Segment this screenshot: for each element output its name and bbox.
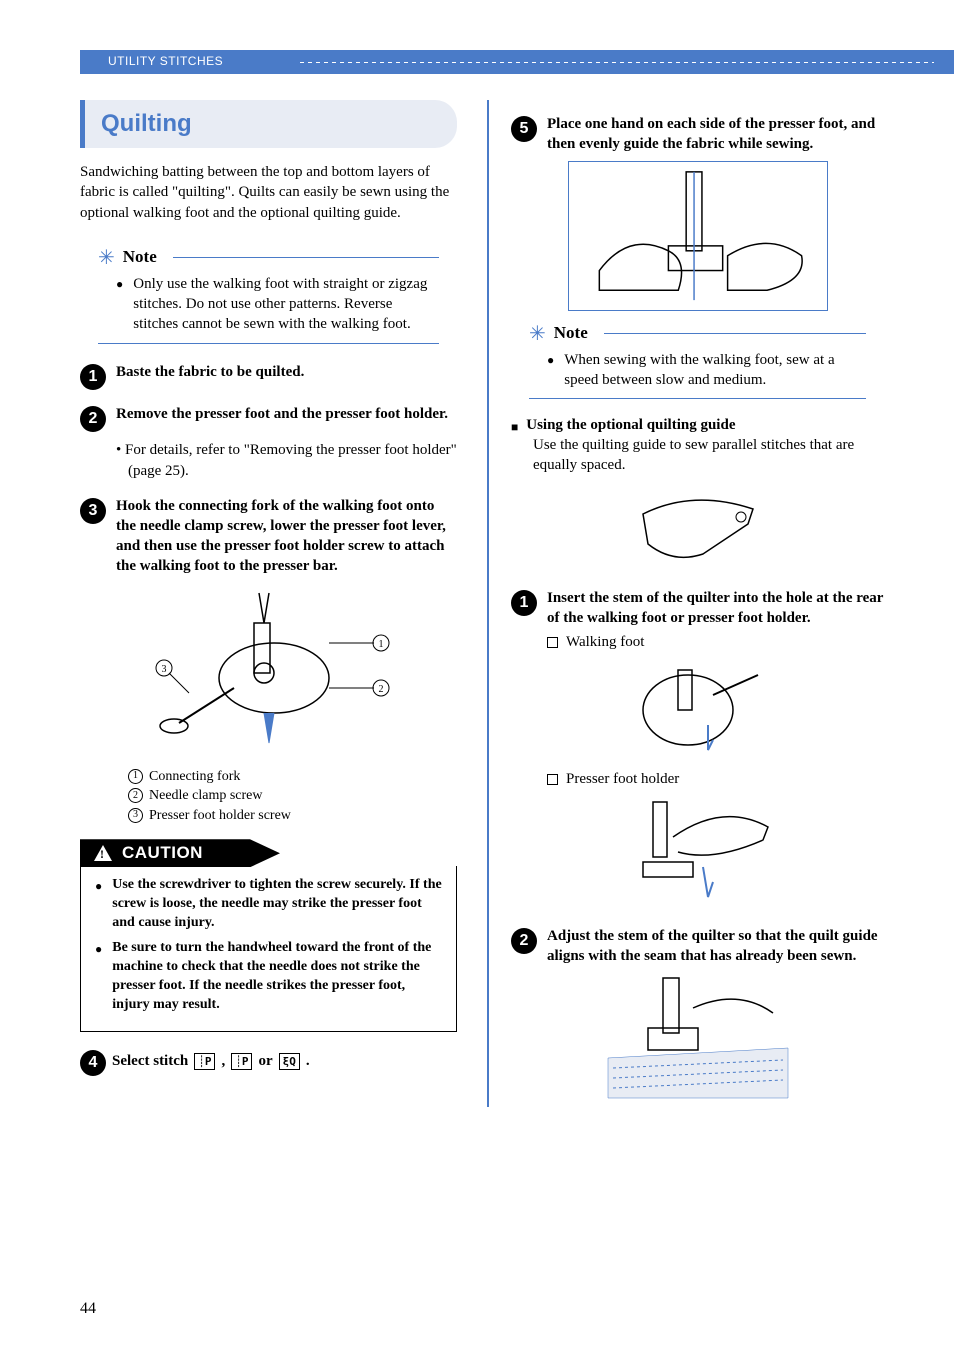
step-5: 5 Place one hand on each side of the pre… xyxy=(511,114,884,155)
caution-text-1: Use the screwdriver to tighten the screw… xyxy=(112,876,442,933)
guide-step-2: 2 Adjust the stem of the quilter so that… xyxy=(511,926,884,967)
section-header-label: UTILITY STITCHES xyxy=(108,54,223,68)
walking-foot-diagram: 1 2 3 xyxy=(119,583,419,763)
subsection-title: Using the optional quilting guide xyxy=(526,417,735,435)
caution-box: ●Use the screwdriver to tighten the scre… xyxy=(80,866,457,1031)
bullet-icon: ● xyxy=(95,939,102,1015)
header-dash-rule xyxy=(300,62,934,63)
checkbox-icon xyxy=(547,637,558,648)
subsection-body: Use the quilting guide to sew parallel s… xyxy=(533,435,884,476)
step-text: Place one hand on each side of the press… xyxy=(547,114,884,155)
note-label: Note xyxy=(554,323,588,343)
quilt-align-diagram xyxy=(598,973,798,1103)
note-rule-bottom xyxy=(529,398,866,399)
option-label: Walking foot xyxy=(566,634,644,651)
sparkle-icon: ✳ xyxy=(98,245,115,270)
bullet-icon: ● xyxy=(547,350,554,391)
checkbox-icon xyxy=(547,774,558,785)
bullet-icon: ● xyxy=(95,876,102,933)
page-title: Quilting xyxy=(101,110,441,138)
page-title-box: Quilting xyxy=(80,100,457,148)
svg-text:3: 3 xyxy=(161,664,166,675)
step-number: 3 xyxy=(80,498,106,524)
walking-foot-option-diagram xyxy=(623,655,773,765)
stitch-icon-2: ┊P xyxy=(231,1053,252,1070)
bullet-icon: ● xyxy=(116,274,123,335)
option-walking-foot: Walking foot xyxy=(547,634,884,651)
caution-label: CAUTION xyxy=(122,843,203,863)
step-4-text: Select stitch xyxy=(112,1053,188,1070)
step-4: 4 Select stitch ┊P , ┊P or ξQ . xyxy=(80,1048,457,1076)
stitch-icon-1: ┊P xyxy=(194,1053,215,1070)
hand-guide-diagram xyxy=(568,161,828,311)
square-bullet-icon: ■ xyxy=(511,420,518,435)
note-label: Note xyxy=(123,247,157,267)
note-rule xyxy=(173,257,439,258)
step-text: Hook the connecting fork of the walking … xyxy=(116,496,457,577)
legend-2: Needle clamp screw xyxy=(149,786,263,806)
quilting-guide-diagram xyxy=(623,484,773,574)
step-number: 1 xyxy=(80,364,106,390)
note-text: Only use the walking foot with straight … xyxy=(133,274,439,335)
note-rule xyxy=(604,333,866,334)
stitch-icon-3: ξQ xyxy=(279,1053,300,1070)
stitch-or: or xyxy=(258,1053,272,1070)
step-number: 5 xyxy=(511,116,537,142)
presser-foot-option-diagram xyxy=(613,792,783,912)
page-number: 44 xyxy=(80,1300,96,1318)
step-4-tail: . xyxy=(306,1053,310,1070)
diagram-legend: 1 Connecting fork 2 Needle clamp screw 3 Pr… xyxy=(128,767,457,826)
legend-num-2: 2 xyxy=(128,788,143,803)
step-2-sub: For details, refer to "Removing the pres… xyxy=(128,440,457,482)
caution-text-2: Be sure to turn the handwheel toward the… xyxy=(112,939,442,1015)
sparkle-icon: ✳ xyxy=(529,321,546,346)
legend-3: Presser foot holder screw xyxy=(149,806,291,826)
legend-num-3: 3 xyxy=(128,808,143,823)
legend-1: Connecting fork xyxy=(149,767,240,787)
guide-step-1: 1 Insert the stem of the quilter into th… xyxy=(511,588,884,629)
note-text: When sewing with the walking foot, sew a… xyxy=(564,350,866,391)
svg-text:1: 1 xyxy=(378,639,383,650)
warning-icon xyxy=(94,845,112,861)
section-header-bar: UTILITY STITCHES xyxy=(80,50,954,74)
svg-text:2: 2 xyxy=(378,684,383,695)
step-text: Adjust the stem of the quilter so that t… xyxy=(547,926,884,967)
stitch-sep: , xyxy=(221,1053,225,1070)
step-2: 2 Remove the presser foot and the presse… xyxy=(80,404,457,432)
legend-num-1: 1 xyxy=(128,769,143,784)
intro-text: Sandwiching batting between the top and … xyxy=(80,162,457,223)
step-number: 1 xyxy=(511,590,537,616)
note-block-2: ✳ Note ● When sewing with the walking fo… xyxy=(529,321,866,400)
step-number: 2 xyxy=(80,406,106,432)
option-presser-foot-holder: Presser foot holder xyxy=(547,771,884,788)
step-text: Insert the stem of the quilter into the … xyxy=(547,588,884,629)
step-3: 3 Hook the connecting fork of the walkin… xyxy=(80,496,457,577)
note-block-1: ✳ Note ● Only use the walking foot with … xyxy=(98,245,439,344)
option-label: Presser foot holder xyxy=(566,771,679,788)
step-number: 4 xyxy=(80,1050,106,1076)
note-rule-bottom xyxy=(98,343,439,344)
subsection-heading: ■ Using the optional quilting guide xyxy=(511,417,884,435)
step-1: 1 Baste the fabric to be quilted. xyxy=(80,362,457,390)
step-number: 2 xyxy=(511,928,537,954)
caution-banner: CAUTION xyxy=(80,839,280,867)
step-text: Remove the presser foot and the presser … xyxy=(116,404,448,432)
step-text: Baste the fabric to be quilted. xyxy=(116,362,304,390)
